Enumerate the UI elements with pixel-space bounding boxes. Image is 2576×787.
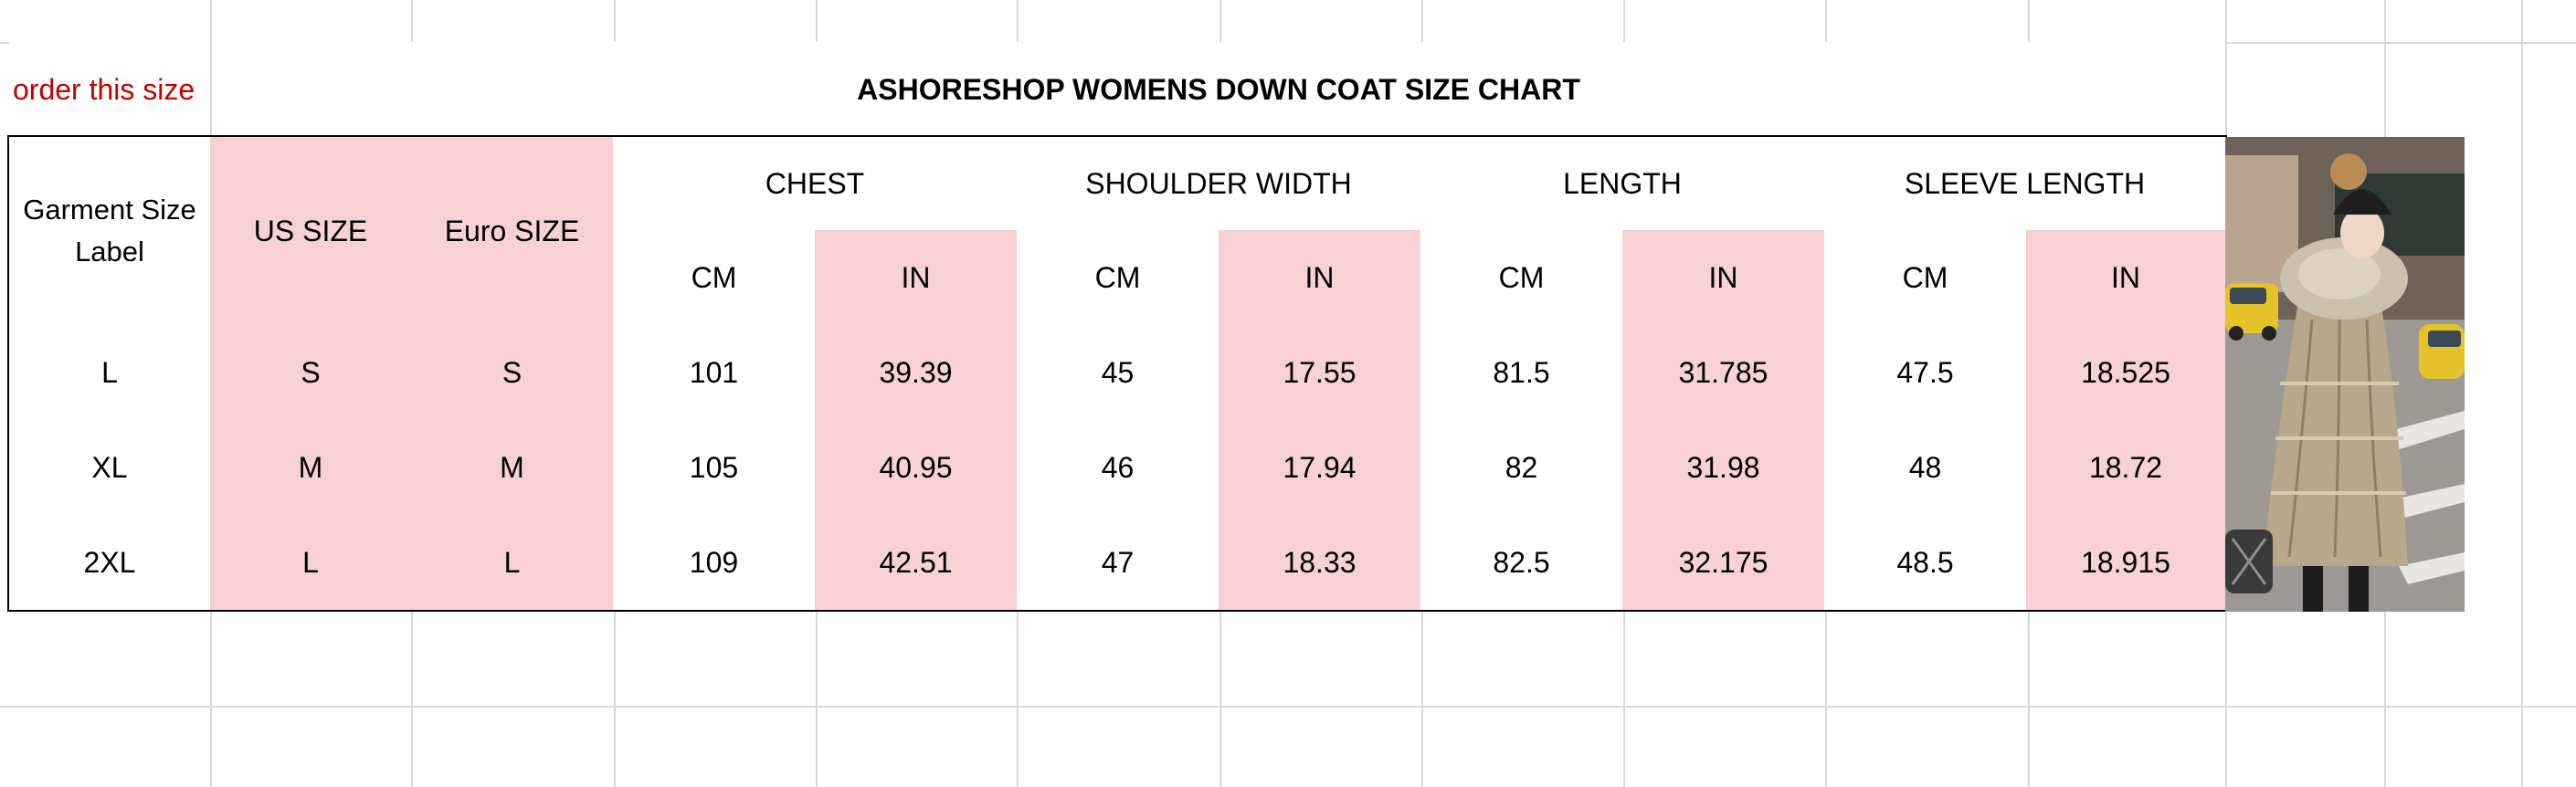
header-shoulder-width: SHOULDER WIDTH (1017, 135, 1422, 232)
size-label: 2XL (7, 515, 212, 612)
sleeve-cm-value: 47.5 (1824, 325, 2028, 422)
unit-in: IN (815, 230, 1019, 327)
length-in-value: 31.98 (1622, 420, 1826, 517)
header-euro-size: Euro SIZE (411, 135, 615, 327)
size-label: XL (7, 420, 212, 517)
header-garment-size: Garment Size Label (7, 135, 212, 327)
euro-size-value: M (411, 420, 615, 517)
us-size-value: S (210, 325, 413, 422)
sleeve-cm-value: 48 (1824, 420, 2028, 517)
unit-cm: CM (1017, 230, 1220, 327)
length-in-value: 32.175 (1622, 515, 1826, 612)
euro-size-value: S (411, 325, 615, 422)
gridline (2521, 0, 2523, 787)
sleeve-in-value: 18.72 (2026, 420, 2227, 517)
chest-cm-value: 105 (613, 420, 817, 517)
gridline (0, 706, 2576, 708)
sleeve-cm-value: 48.5 (1824, 515, 2028, 612)
length-in-value: 31.785 (1622, 325, 1826, 422)
header-us-size: US SIZE (210, 135, 413, 327)
us-size-value: L (210, 515, 413, 612)
shoulder-cm-value: 46 (1017, 420, 1220, 517)
chest-in-value: 39.39 (815, 325, 1019, 422)
header-sleeve-length: SLEEVE LENGTH (1824, 135, 2227, 232)
shoulder-in-value: 17.55 (1219, 325, 1422, 422)
product-photo (2225, 137, 2465, 612)
shoulder-cm-value: 47 (1017, 515, 1220, 612)
unit-cm: CM (1824, 230, 2028, 327)
sleeve-in-value: 18.525 (2026, 325, 2227, 422)
unit-cm: CM (613, 230, 817, 327)
shoulder-in-value: 17.94 (1219, 420, 1422, 517)
chart-title: ASHORESHOP WOMENS DOWN COAT SIZE CHART (212, 42, 2225, 137)
unit-in: IN (1622, 230, 1826, 327)
chest-in-value: 40.95 (815, 420, 1019, 517)
shoulder-cm-value: 45 (1017, 325, 1220, 422)
shoulder-in-value: 18.33 (1219, 515, 1422, 612)
unit-cm: CM (1420, 230, 1624, 327)
length-cm-value: 81.5 (1420, 325, 1624, 422)
us-size-value: M (210, 420, 413, 517)
size-label: L (7, 325, 212, 422)
chest-cm-value: 109 (613, 515, 817, 612)
order-size-note: order this size (9, 42, 210, 137)
chest-cm-value: 101 (613, 325, 817, 422)
sleeve-in-value: 18.915 (2026, 515, 2227, 612)
unit-in: IN (1219, 230, 1422, 327)
header-length: LENGTH (1420, 135, 1826, 232)
header-chest: CHEST (613, 135, 1019, 232)
length-cm-value: 82 (1420, 420, 1624, 517)
length-cm-value: 82.5 (1420, 515, 1624, 612)
euro-size-value: L (411, 515, 615, 612)
unit-in: IN (2026, 230, 2227, 327)
chest-in-value: 42.51 (815, 515, 1019, 612)
